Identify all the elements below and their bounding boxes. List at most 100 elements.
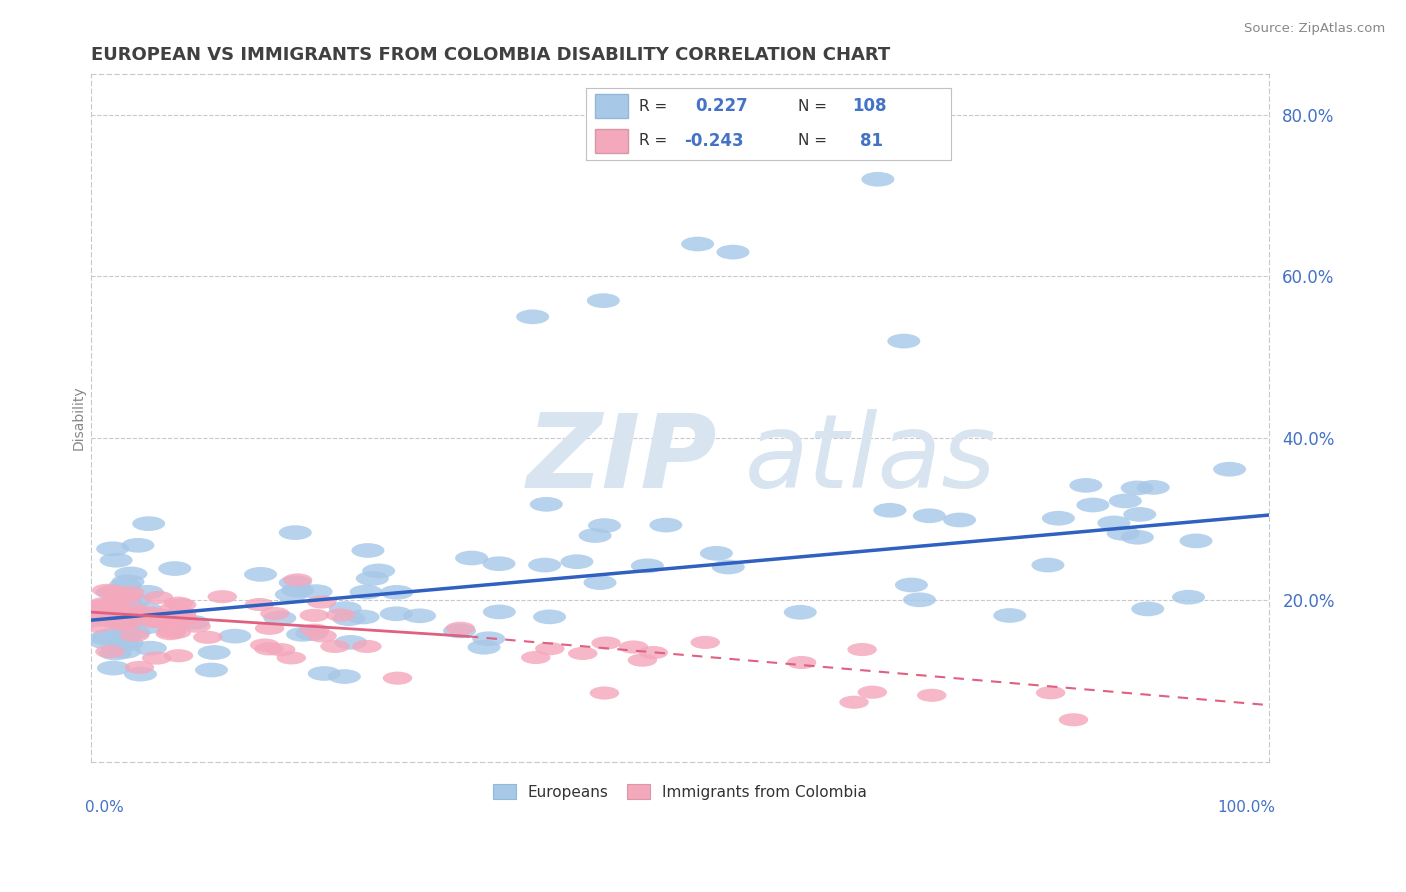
Ellipse shape bbox=[254, 622, 284, 635]
Ellipse shape bbox=[1132, 601, 1164, 616]
Ellipse shape bbox=[114, 615, 143, 629]
Ellipse shape bbox=[159, 561, 191, 576]
Ellipse shape bbox=[83, 606, 111, 619]
Ellipse shape bbox=[588, 518, 621, 533]
Ellipse shape bbox=[159, 602, 188, 615]
Ellipse shape bbox=[1097, 516, 1130, 531]
Ellipse shape bbox=[326, 608, 356, 622]
Ellipse shape bbox=[631, 558, 664, 574]
Ellipse shape bbox=[97, 661, 129, 675]
Ellipse shape bbox=[583, 575, 616, 590]
Ellipse shape bbox=[1180, 533, 1212, 549]
Ellipse shape bbox=[589, 687, 619, 699]
Ellipse shape bbox=[98, 584, 128, 598]
Ellipse shape bbox=[165, 649, 193, 663]
Ellipse shape bbox=[195, 663, 228, 677]
Ellipse shape bbox=[136, 610, 166, 624]
Text: Source: ZipAtlas.com: Source: ZipAtlas.com bbox=[1244, 22, 1385, 36]
Ellipse shape bbox=[681, 236, 714, 252]
Ellipse shape bbox=[155, 615, 184, 628]
Ellipse shape bbox=[121, 603, 150, 616]
Ellipse shape bbox=[530, 497, 562, 512]
Ellipse shape bbox=[1070, 478, 1102, 492]
Ellipse shape bbox=[839, 696, 869, 709]
Ellipse shape bbox=[347, 609, 380, 624]
Ellipse shape bbox=[98, 646, 132, 660]
Ellipse shape bbox=[91, 583, 121, 597]
Ellipse shape bbox=[274, 587, 308, 602]
Ellipse shape bbox=[711, 559, 745, 574]
Ellipse shape bbox=[98, 598, 128, 611]
Ellipse shape bbox=[717, 244, 749, 260]
Ellipse shape bbox=[131, 585, 165, 599]
Ellipse shape bbox=[120, 629, 149, 642]
Ellipse shape bbox=[112, 602, 145, 616]
Ellipse shape bbox=[328, 669, 361, 684]
Ellipse shape bbox=[332, 611, 366, 626]
Ellipse shape bbox=[142, 609, 172, 622]
Ellipse shape bbox=[352, 543, 384, 558]
Ellipse shape bbox=[579, 528, 612, 543]
Ellipse shape bbox=[568, 647, 598, 660]
Ellipse shape bbox=[943, 513, 976, 527]
Ellipse shape bbox=[638, 646, 668, 659]
Ellipse shape bbox=[160, 610, 190, 623]
Text: atlas: atlas bbox=[745, 409, 997, 509]
Ellipse shape bbox=[125, 661, 155, 674]
Ellipse shape bbox=[472, 632, 505, 646]
Ellipse shape bbox=[208, 591, 238, 603]
Ellipse shape bbox=[533, 609, 567, 624]
Ellipse shape bbox=[104, 609, 134, 622]
Ellipse shape bbox=[283, 574, 312, 587]
Ellipse shape bbox=[139, 615, 169, 628]
Ellipse shape bbox=[93, 629, 125, 643]
Ellipse shape bbox=[87, 599, 121, 615]
Text: EUROPEAN VS IMMIGRANTS FROM COLOMBIA DISABILITY CORRELATION CHART: EUROPEAN VS IMMIGRANTS FROM COLOMBIA DIS… bbox=[91, 46, 890, 64]
Ellipse shape bbox=[1077, 498, 1109, 512]
Ellipse shape bbox=[278, 525, 312, 540]
Ellipse shape bbox=[1036, 686, 1066, 699]
Ellipse shape bbox=[89, 597, 118, 610]
Ellipse shape bbox=[110, 605, 142, 619]
Ellipse shape bbox=[307, 596, 336, 608]
Ellipse shape bbox=[96, 645, 125, 658]
Ellipse shape bbox=[1213, 462, 1246, 476]
Ellipse shape bbox=[482, 605, 516, 619]
Ellipse shape bbox=[122, 612, 156, 626]
Ellipse shape bbox=[335, 635, 367, 649]
Ellipse shape bbox=[181, 620, 211, 632]
Ellipse shape bbox=[108, 578, 142, 593]
Ellipse shape bbox=[129, 607, 162, 622]
Ellipse shape bbox=[245, 567, 277, 582]
Ellipse shape bbox=[250, 639, 280, 652]
Ellipse shape bbox=[1042, 511, 1076, 525]
Ellipse shape bbox=[254, 642, 284, 656]
Ellipse shape bbox=[96, 541, 129, 556]
Ellipse shape bbox=[363, 564, 395, 578]
Ellipse shape bbox=[382, 672, 412, 685]
Ellipse shape bbox=[193, 631, 222, 644]
Ellipse shape bbox=[650, 517, 682, 533]
Ellipse shape bbox=[104, 614, 136, 628]
Ellipse shape bbox=[352, 640, 381, 653]
Ellipse shape bbox=[848, 643, 877, 657]
Ellipse shape bbox=[446, 622, 475, 635]
Ellipse shape bbox=[862, 172, 894, 186]
Ellipse shape bbox=[873, 503, 907, 517]
Ellipse shape bbox=[135, 607, 165, 620]
Ellipse shape bbox=[627, 654, 657, 666]
Ellipse shape bbox=[118, 593, 150, 607]
Ellipse shape bbox=[118, 624, 150, 640]
Ellipse shape bbox=[83, 620, 112, 632]
Ellipse shape bbox=[903, 592, 936, 607]
Ellipse shape bbox=[86, 599, 115, 613]
Ellipse shape bbox=[592, 636, 621, 649]
Ellipse shape bbox=[167, 611, 197, 624]
Ellipse shape bbox=[1173, 590, 1205, 605]
Ellipse shape bbox=[278, 575, 312, 590]
Y-axis label: Disability: Disability bbox=[72, 385, 86, 450]
Ellipse shape bbox=[167, 599, 197, 611]
Ellipse shape bbox=[456, 550, 488, 566]
Ellipse shape bbox=[90, 631, 122, 645]
Ellipse shape bbox=[787, 656, 817, 669]
